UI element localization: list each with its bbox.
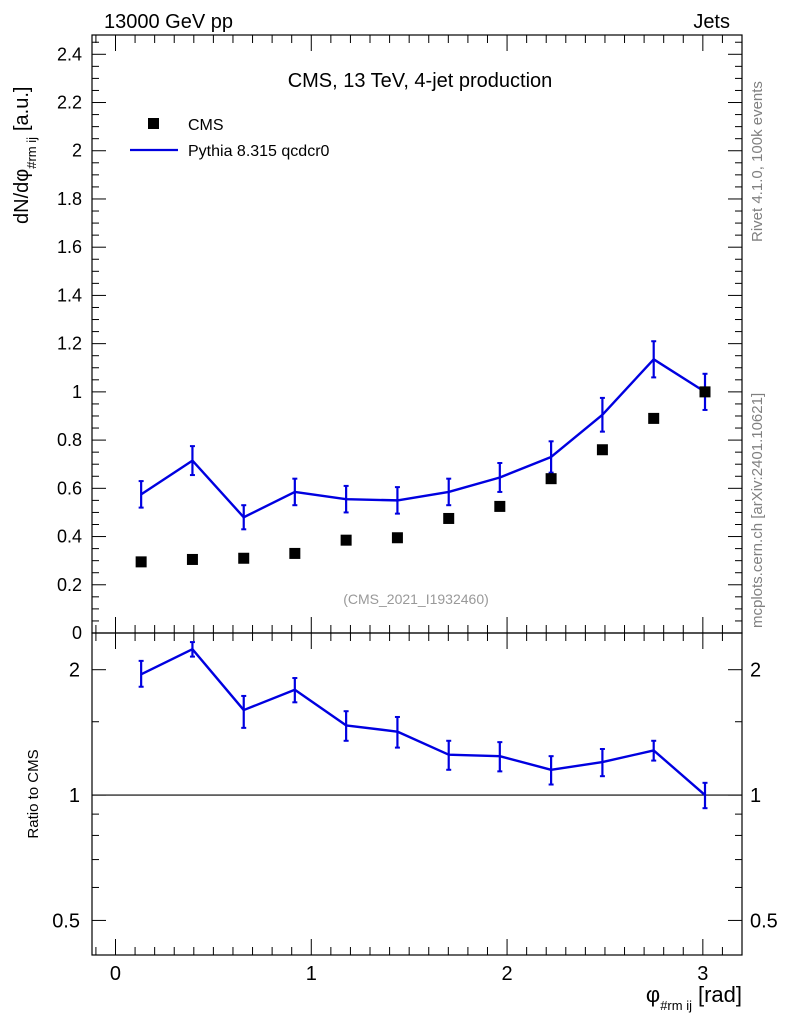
y-label-main: dN/dφ [11, 169, 33, 224]
ratio-y-tick-label: 0.5 [52, 910, 80, 932]
cms-data-point [443, 512, 455, 524]
analysis-watermark: (CMS_2021_I1932460) [343, 591, 489, 607]
main-y-tick-label: 0.6 [57, 478, 82, 498]
ratio-series [138, 641, 708, 810]
cms-data-point [545, 473, 557, 485]
svg-text:dN/dφ#rm ij[a.u.]: dN/dφ#rm ij [a.u.] [11, 87, 39, 224]
energy-beam-label: 13000 GeV pp [104, 11, 233, 33]
legend-label-pythia: Pythia 8.315 qcdcr0 [188, 143, 330, 160]
pythia-line [140, 358, 706, 519]
main-y-tick-label: 0 [72, 623, 82, 643]
x-tick-label: 3 [697, 963, 708, 985]
main-y-axis-label: dN/dφ#rm ij [a.u.] [11, 87, 39, 224]
ratio-y-tick-label-right: 0.5 [750, 910, 778, 932]
rivet-version-label: Rivet 4.1.0, 100k events [749, 81, 766, 242]
cms-data-point [699, 386, 711, 398]
cms-data-point [289, 547, 301, 559]
cms-data-point [391, 532, 403, 544]
main-y-tick-label: 2.2 [57, 93, 82, 113]
x-tick-label: 0 [110, 963, 121, 985]
y-label-subscript: #rm ij [24, 137, 39, 169]
main-axis-ticks: 0 0.2 0.4 0.6 0.8 1 1.2 1.4 1.6 1.8 2 2.2 2.4 [57, 35, 743, 643]
main-y-tick-label: 1.2 [57, 334, 82, 354]
ratio-axis-ticks: 0.5 0.5 1 1 2 2 0 1 2 3 [52, 633, 778, 985]
cms-data-series [135, 386, 711, 568]
x-label-main: φ [646, 982, 660, 1007]
ratio-y-tick-label: 2 [69, 660, 80, 682]
ratio-plot-frame [91, 632, 743, 956]
cms-data-point [596, 444, 608, 456]
main-y-tick-label: 1.4 [57, 285, 82, 305]
ratio-line [140, 648, 706, 796]
ratio-y-tick-label: 1 [69, 785, 80, 807]
x-tick-label: 1 [306, 963, 317, 985]
ratio-y-tick-label-right: 2 [750, 660, 761, 682]
legend: CMS Pythia 8.315 qcdcr0 [130, 117, 330, 160]
y-label-unit: [a.u.] [11, 87, 33, 131]
cms-data-point [648, 412, 660, 424]
main-y-tick-label: 0.8 [57, 430, 82, 450]
mcplots-source-label: mcplots.cern.ch [arXiv:2401.10621] [749, 393, 766, 628]
main-y-tick-label: 1.8 [57, 189, 82, 209]
ratio-y-axis-label: Ratio to CMS [25, 749, 42, 838]
main-y-tick-label: 0.2 [57, 575, 82, 595]
ratio-y-tick-label-right: 1 [750, 785, 761, 807]
cms-data-point [494, 500, 506, 512]
x-axis-label: φ#rm ij [rad] [646, 982, 742, 1013]
x-label-subscript: #rm ij [660, 998, 692, 1013]
cms-data-point [340, 534, 352, 546]
x-tick-label: 2 [501, 963, 512, 985]
process-category-label: Jets [693, 11, 730, 33]
main-y-tick-label: 1.6 [57, 237, 82, 257]
main-y-tick-label: 2.4 [57, 44, 82, 64]
main-y-tick-label: 0.4 [57, 527, 82, 547]
cms-data-point [238, 552, 250, 564]
cms-data-point [135, 556, 147, 568]
legend-label-cms: CMS [188, 117, 224, 134]
cms-data-point [186, 553, 198, 565]
main-y-tick-label: 1 [72, 382, 82, 402]
legend-marker-cms [148, 118, 159, 129]
pythia-series [138, 340, 708, 531]
main-y-tick-label: 2 [72, 141, 82, 161]
plot-title: CMS, 13 TeV, 4-jet production [288, 70, 553, 92]
x-label-unit: [rad] [698, 982, 742, 1007]
